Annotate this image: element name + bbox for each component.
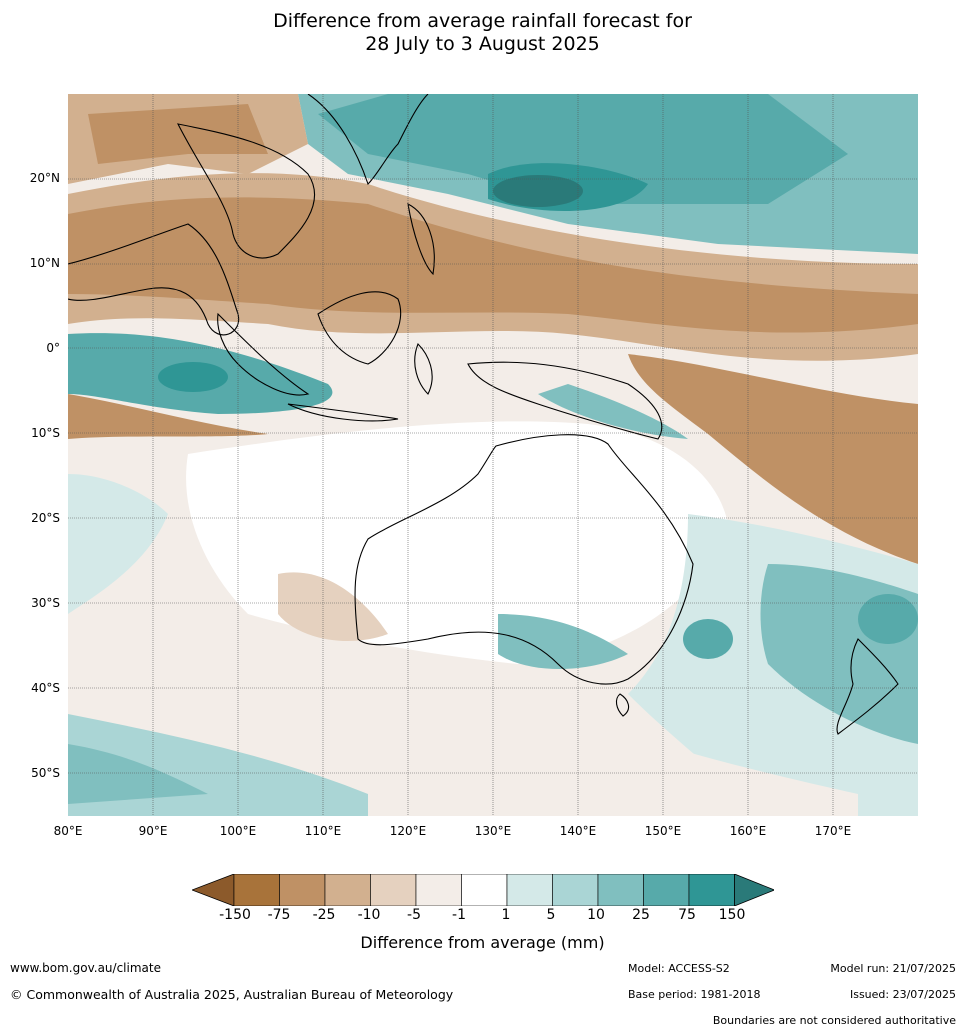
colorbar-tick: 25 xyxy=(632,907,650,923)
colorbar-segment xyxy=(688,874,735,906)
colorbar-high-extend xyxy=(734,874,774,906)
lon-label-170e: 170°E xyxy=(814,824,852,838)
colorbar-tick: -150 xyxy=(219,907,251,923)
lon-label-160e: 160°E xyxy=(729,824,767,838)
lat-label-20s: 20°S xyxy=(31,511,60,525)
title-line-1: Difference from average rainfall forecas… xyxy=(273,10,692,32)
disclaimer-text: Boundaries are not considered authoritat… xyxy=(712,1014,956,1027)
model-text: Model: ACCESS-S2 xyxy=(628,962,730,975)
lat-label-30s: 30°S xyxy=(31,596,60,610)
colorbar xyxy=(192,874,774,906)
colorbar-segment xyxy=(370,874,417,906)
copyright-text: © Commonwealth of Australia 2025, Austra… xyxy=(10,987,454,1002)
base-period-text: Base period: 1981-2018 xyxy=(628,988,761,1001)
colorbar-label: Difference from average (mm) xyxy=(360,933,605,952)
lon-label-80e: 80°E xyxy=(53,824,83,838)
colorbar-segment xyxy=(643,874,690,906)
colorbar-segment xyxy=(279,874,326,906)
lon-label-140e: 140°E xyxy=(559,824,597,838)
lat-label-40s: 40°S xyxy=(31,681,60,695)
colorbar-tick: 150 xyxy=(718,907,746,923)
colorbar-segment xyxy=(506,874,553,906)
colorbar-tick: -1 xyxy=(452,907,466,923)
lon-label-150e: 150°E xyxy=(644,824,682,838)
colorbar-segment xyxy=(461,874,508,906)
colorbar-tick: -5 xyxy=(407,907,421,923)
lon-label-110e: 110°E xyxy=(304,824,342,838)
colorbar-tick: 5 xyxy=(546,907,556,923)
map-title: Difference from average rainfall forecas… xyxy=(0,10,965,56)
coastlines xyxy=(68,94,899,735)
rainfall-map xyxy=(68,94,918,816)
lat-label-20n: 20°N xyxy=(29,171,60,185)
website-link[interactable]: www.bom.gov.au/climate xyxy=(10,961,161,975)
lon-label-100e: 100°E xyxy=(219,824,257,838)
model-run-text: Model run: 21/07/2025 xyxy=(830,962,956,975)
graticule xyxy=(68,94,918,816)
colorbar-segment xyxy=(552,874,599,906)
colorbar-segment xyxy=(597,874,644,906)
colorbar-tick: 75 xyxy=(678,907,696,923)
lat-label-10n: 10°N xyxy=(29,256,60,270)
colorbar-tick: -10 xyxy=(357,907,381,923)
colorbar-segment xyxy=(415,874,462,906)
title-line-2: 28 July to 3 August 2025 xyxy=(365,33,600,55)
lon-label-120e: 120°E xyxy=(389,824,427,838)
colorbar-low-extend xyxy=(192,874,235,906)
rainfall-map-svg xyxy=(68,94,918,816)
lat-label-0: 0° xyxy=(46,341,60,355)
colorbar-segment xyxy=(324,874,371,906)
colorbar-tick: 10 xyxy=(587,907,605,923)
colorbar-tick: 1 xyxy=(501,907,511,923)
colorbar-segment xyxy=(233,874,280,906)
colorbar-tick: -75 xyxy=(267,907,291,923)
lat-label-50s: 50°S xyxy=(31,766,60,780)
colorbar-tick: -25 xyxy=(312,907,336,923)
lon-label-90e: 90°E xyxy=(138,824,168,838)
lon-label-130e: 130°E xyxy=(474,824,512,838)
issued-text: Issued: 23/07/2025 xyxy=(849,988,956,1001)
lat-label-10s: 10°S xyxy=(31,426,60,440)
